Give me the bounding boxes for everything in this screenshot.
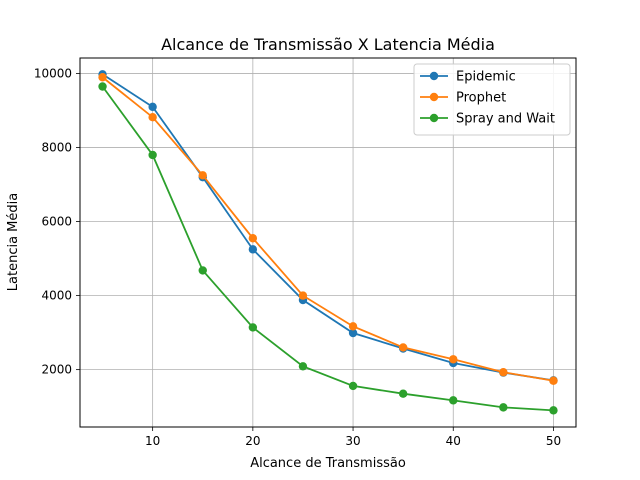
- data-point-prophet: [449, 355, 458, 364]
- x-tick-label: 40: [446, 434, 461, 448]
- x-tick-label: 30: [345, 434, 360, 448]
- data-point-prophet: [499, 368, 508, 377]
- data-point-prophet: [348, 322, 358, 331]
- data-point-prophet: [398, 343, 408, 352]
- data-point-spray-and-wait: [398, 389, 408, 398]
- data-point-epidemic: [148, 102, 157, 112]
- data-point-prophet: [549, 376, 558, 385]
- data-point-prophet: [298, 291, 308, 300]
- legend-marker-epidemic: [429, 71, 439, 81]
- y-axis-label: Latencia Média: [6, 193, 21, 291]
- x-axis-label: Alcance de Transmissão: [250, 456, 406, 471]
- legend-marker-prophet: [429, 92, 439, 102]
- y-tick-label: 8000: [41, 141, 72, 155]
- plot-frame: [79, 57, 577, 428]
- data-point-prophet: [148, 113, 157, 122]
- data-point-spray-and-wait: [549, 406, 558, 415]
- series-line-prophet: [101, 76, 554, 382]
- x-tick-label: 10: [145, 434, 160, 448]
- y-tick-label: 6000: [41, 215, 72, 229]
- data-point-spray-and-wait: [148, 150, 157, 160]
- data-point-spray-and-wait: [348, 381, 358, 391]
- y-tick-label: 2000: [41, 363, 72, 377]
- legend-label-epidemic: Epidemic: [456, 70, 516, 85]
- y-tick-label: 4000: [41, 289, 72, 303]
- axis-ticks: 10 20 30 40 50 2000 4000 6000 8000 10000: [34, 67, 561, 448]
- data-point-prophet: [248, 234, 258, 243]
- data-point-spray-and-wait: [98, 82, 107, 91]
- data-point-spray-and-wait: [198, 266, 207, 275]
- series-group: [98, 70, 558, 415]
- x-tick-label: 20: [245, 434, 260, 448]
- data-point-epidemic: [348, 328, 358, 338]
- legend-box: [413, 63, 571, 136]
- data-point-spray-and-wait: [248, 323, 258, 332]
- legend-label-prophet: Prophet: [456, 91, 506, 106]
- legend-marker-spray-and-wait: [429, 113, 439, 123]
- series-line-epidemic: [102, 73, 554, 382]
- series-line-spray-and-wait: [101, 85, 554, 412]
- legend: Epidemic Prophet Spray and Wait: [413, 63, 571, 136]
- series-spray-and-wait: [98, 82, 558, 415]
- chart-title: Alcance de Transmissão X Latencia Média: [161, 35, 495, 54]
- series-prophet: [98, 73, 558, 385]
- y-tick-label: 10000: [34, 67, 72, 81]
- data-point-prophet: [98, 73, 107, 82]
- data-point-epidemic: [248, 245, 258, 254]
- data-point-spray-and-wait: [499, 403, 508, 412]
- legend-label-spray-and-wait: Spray and Wait: [456, 112, 555, 127]
- data-point-spray-and-wait: [449, 396, 458, 405]
- data-point-spray-and-wait: [298, 362, 308, 371]
- x-tick-label: 50: [546, 434, 561, 448]
- data-point-prophet: [198, 171, 207, 180]
